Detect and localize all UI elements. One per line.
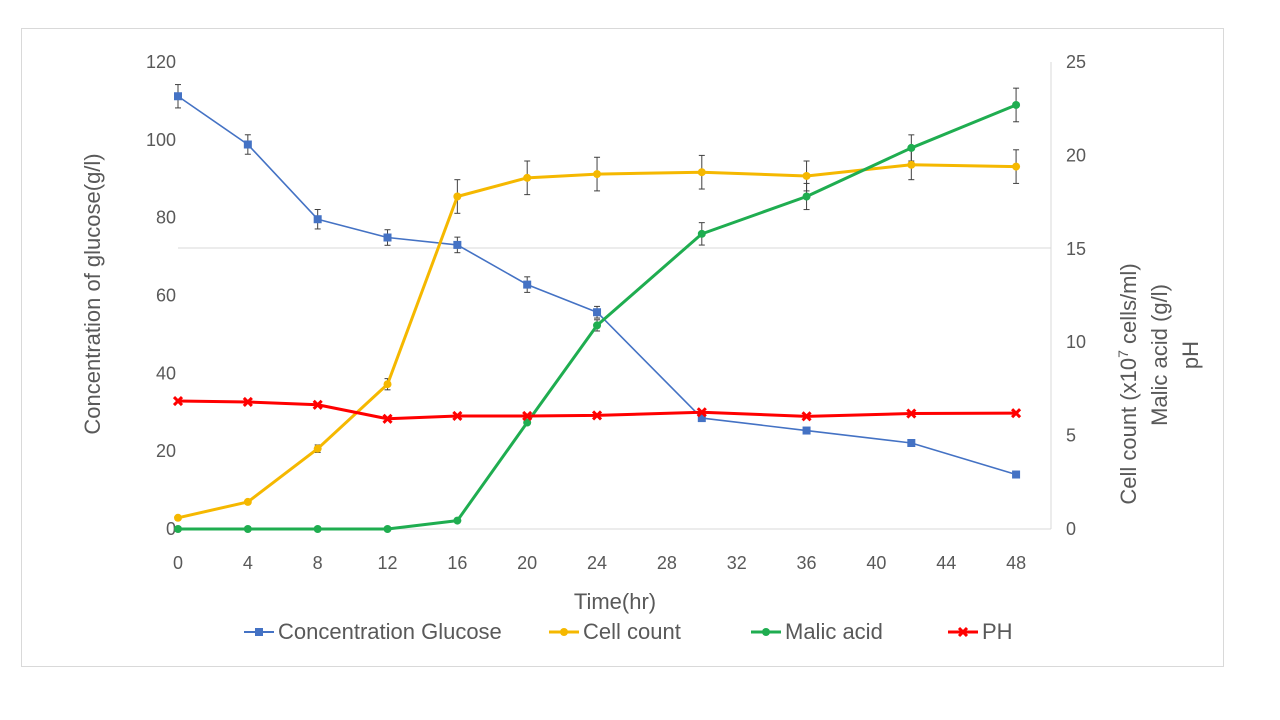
ph-point (382, 413, 393, 424)
label-layer: Time(hr) Concentration of glucose(g/l) C… (80, 153, 1203, 614)
errorbar-layer (175, 84, 1020, 520)
cell-count-point (593, 170, 602, 179)
ph-point (906, 408, 917, 419)
ph-point (452, 410, 463, 422)
glucose-point (523, 280, 532, 289)
x-tick-label: 36 (797, 553, 817, 573)
ph-point (696, 407, 707, 418)
y-left-tick-label: 120 (146, 52, 176, 72)
y-right-tick-label: 15 (1066, 239, 1086, 259)
glucose-point (802, 426, 811, 435)
chart-frame: 0 4 8 12 16 20 24 28 32 36 40 44 48 0 20 40 60 80 100 120 0 5… (21, 28, 1224, 667)
y-left-tick-label: 100 (146, 130, 176, 150)
ph-point (172, 395, 184, 407)
glucose-point (383, 233, 392, 242)
malic-acid-point (593, 321, 602, 330)
y-right-tick-label: 10 (1066, 332, 1086, 352)
cell-count-point (453, 192, 462, 201)
x-tick-label: 40 (866, 553, 886, 573)
ph-point (242, 396, 253, 408)
glucose-point (907, 438, 916, 447)
y-left-tick-label: 40 (156, 363, 176, 383)
legend-label: Malic acid (785, 619, 883, 644)
legend-item-malic-acid: Malic acid (751, 619, 883, 644)
x-tick-label: 12 (378, 553, 398, 573)
cell-count-point (383, 380, 392, 389)
x-tick-label: 0 (173, 553, 183, 573)
cell-count-point (313, 444, 322, 453)
legend-item-ph: PH (948, 619, 1013, 644)
malic-acid-point (802, 192, 811, 201)
malic-acid-point (907, 143, 916, 152)
cell-count-point (697, 168, 706, 177)
cell-count-point (523, 173, 532, 182)
ph-point (801, 411, 812, 422)
glucose-series-line (177, 95, 1017, 476)
legend-label: Cell count (583, 619, 681, 644)
glucose-point (697, 414, 706, 423)
legend-marker (255, 628, 263, 636)
x-tick-label: 8 (313, 553, 323, 573)
chart-svg: 0 4 8 12 16 20 24 28 32 36 40 44 4802040608010012005… (80, 52, 1203, 644)
cell-count-point (907, 160, 916, 169)
x-tick-label: 28 (657, 553, 677, 573)
legend-item-cell-count: Cell count (549, 619, 681, 644)
ph-point (591, 410, 603, 421)
x-axis-label: Time(hr) (574, 589, 656, 614)
glucose-point (174, 92, 182, 101)
y-right-tick-label: 20 (1066, 145, 1086, 165)
malic-acid-point (523, 418, 532, 427)
axes-layer: 0 4 8 12 16 20 24 28 32 36 40 44 4802040608010012005… (146, 52, 1086, 573)
y-right-tick-label: 0 (1066, 519, 1076, 539)
x-tick-label: 32 (727, 553, 747, 573)
legend: Concentration Glucose Cell count Malic aci… (244, 619, 1013, 644)
legend-marker (762, 628, 770, 636)
legend-label: Concentration Glucose (278, 619, 502, 644)
series-layer (172, 92, 1022, 533)
cell-count-point (243, 497, 252, 506)
ph-point (1011, 408, 1022, 419)
glucose-point (313, 215, 322, 224)
y-axis-label-right-cell-count: Cell count (x107 cells/ml) (1115, 263, 1141, 504)
malic-acid-point (697, 229, 706, 238)
legend-item-glucose: Concentration Glucose (244, 619, 502, 644)
glucose-point (1012, 470, 1021, 479)
cell-count-point (802, 171, 811, 180)
glucose-point (593, 308, 602, 317)
malic-acid-point (313, 525, 322, 533)
y-axis-label-right-cell-count-sup: 7 (1115, 350, 1131, 358)
malic-acid-point (243, 525, 252, 533)
y-left-tick-label: 0 (166, 519, 176, 539)
y-right-tick-label: 5 (1066, 426, 1076, 446)
glucose-point (453, 240, 462, 249)
y-left-tick-label: 80 (156, 208, 176, 228)
cell-count-point (174, 513, 182, 522)
legend-label: PH (982, 619, 1013, 644)
ph-point (312, 399, 323, 410)
y-axis-label-right-ph: pH (1178, 341, 1203, 369)
y-left-tick-label: 60 (156, 286, 176, 306)
x-tick-label: 44 (936, 553, 956, 573)
y-right-tick-label: 25 (1066, 52, 1086, 72)
malic-acid-point (383, 525, 392, 533)
y-axis-label-right-cell-count-prefix: Cell count (x10 (1116, 358, 1141, 505)
x-tick-label: 20 (517, 553, 537, 573)
y-left-tick-label: 20 (156, 441, 176, 461)
legend-marker (560, 628, 568, 636)
malic-acid-point (1012, 100, 1021, 109)
malic-acid-point (453, 516, 462, 525)
x-tick-label: 4 (243, 553, 253, 573)
legend-marker (957, 626, 969, 638)
x-tick-label: 24 (587, 553, 607, 573)
malic-acid-point (174, 525, 182, 533)
ph-point (522, 410, 533, 422)
glucose-point (243, 140, 252, 149)
cell-count-series-line (177, 163, 1017, 520)
y-axis-label-right-malic-acid: Malic acid (g/l) (1147, 284, 1172, 426)
y-axis-label-left: Concentration of glucose(g/l) (80, 153, 105, 434)
x-tick-label: 16 (447, 553, 467, 573)
x-tick-label: 48 (1006, 553, 1026, 573)
cell-count-point (1012, 162, 1021, 171)
y-axis-label-right-cell-count-suffix: cells/ml) (1116, 263, 1141, 350)
